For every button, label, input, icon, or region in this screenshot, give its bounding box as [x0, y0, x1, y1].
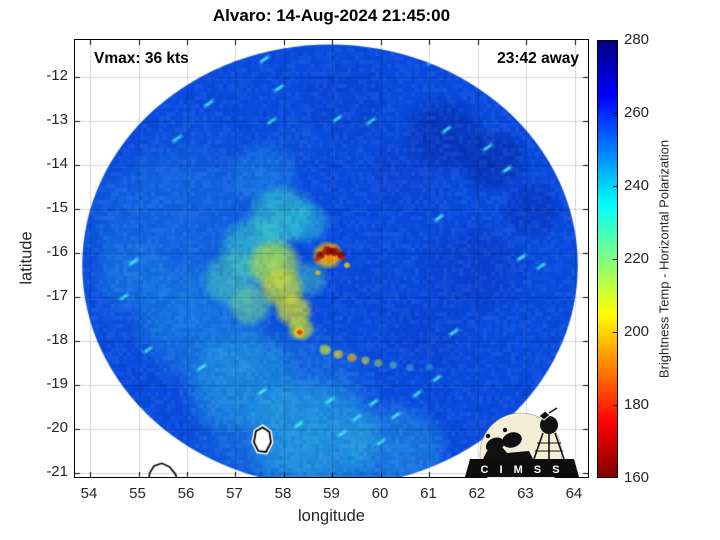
x-axis-label: longitude: [298, 507, 365, 525]
y-tick-label: -19: [46, 375, 68, 393]
vmax-annotation: Vmax: 36 kts: [94, 50, 189, 67]
colorbar-tick-mark: [613, 259, 617, 260]
y-tick-label: -21: [46, 463, 68, 481]
colorbar-tick-label: 240: [624, 177, 650, 194]
plot-title: Alvaro: 14-Aug-2024 21:45:00: [212, 6, 451, 25]
colorbar-label: Brightness Temp - Horizontal Polarizatio…: [656, 139, 672, 379]
colorbar: [597, 40, 618, 478]
colorbar-tick-label: 180: [624, 396, 650, 413]
flying-satellite-icon: [538, 407, 558, 421]
colorbar-tick-label: 220: [624, 250, 650, 267]
x-tick-label: 58: [274, 485, 292, 502]
colorbar-tick-mark: [613, 405, 617, 406]
x-tick-label: 59: [323, 485, 340, 502]
x-tick-label: 55: [129, 485, 146, 502]
x-tick-label: 64: [565, 485, 583, 502]
logo-banner: [465, 459, 579, 477]
y-tick-label: -16: [46, 242, 68, 260]
x-tick-label: 63: [517, 485, 534, 502]
logo-text: C I M S S: [480, 464, 563, 476]
storm-heatmap-canvas: [75, 40, 588, 477]
y-tick-label: -20: [46, 419, 68, 437]
time-away-annotation: 23:42 away: [497, 50, 579, 67]
water-tower-icon: [533, 432, 565, 460]
x-tick-label: 56: [177, 485, 195, 502]
x-tick-label: 60: [371, 485, 389, 502]
plot-area: [74, 39, 589, 478]
colorbar-tick-label: 160: [624, 469, 650, 486]
y-tick-label: -12: [46, 66, 68, 84]
satellite-dishes-icon: [483, 427, 533, 459]
x-tick-label: 61: [420, 485, 437, 502]
colorbar-tick-mark: [613, 113, 617, 114]
y-tick-label: -17: [46, 287, 68, 304]
y-tick-label: -14: [46, 154, 68, 172]
x-tick-label: 62: [468, 485, 486, 502]
colorbar-tick-label: 200: [624, 323, 650, 340]
x-tick-label: 54: [80, 485, 98, 502]
y-tick-label: -13: [46, 110, 68, 128]
colorbar-tick-label: 280: [624, 31, 650, 48]
colorbar-tick-mark: [613, 186, 617, 187]
colorbar-tick-mark: [613, 332, 617, 333]
colorbar-tick-label: 260: [624, 104, 650, 121]
cimss-logo: C I M S S: [465, 407, 579, 478]
x-tick-label: 57: [226, 485, 243, 502]
y-tick-label: -15: [46, 198, 68, 216]
y-axis-label: latitude: [17, 231, 36, 285]
tower-ball-icon: [540, 416, 558, 434]
y-tick-label: -18: [46, 331, 68, 348]
